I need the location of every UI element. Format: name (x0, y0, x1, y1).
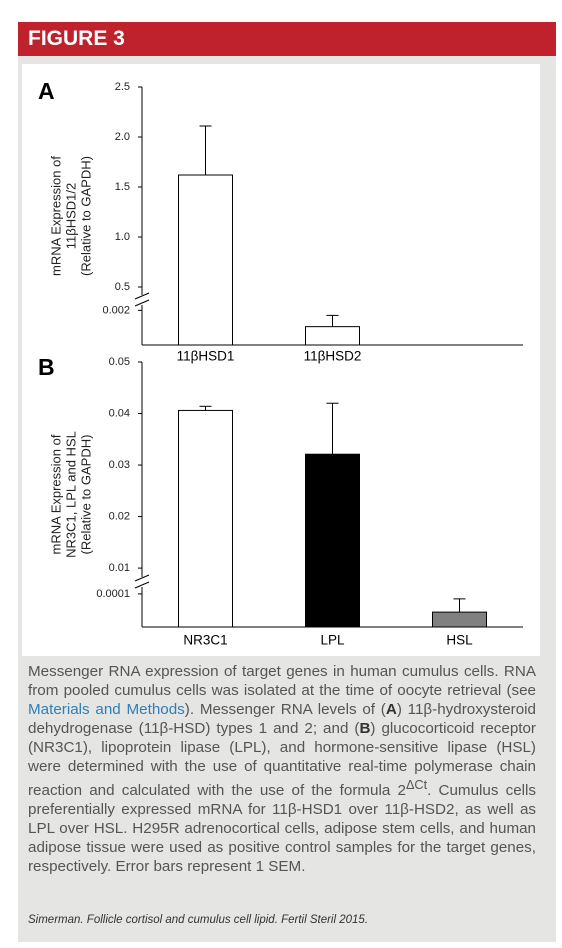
caption-superscript: ΔCt (405, 778, 428, 792)
caption-text: ). Messenger RNA levels of ( (184, 701, 386, 718)
figure-header: FIGURE 3 (18, 22, 556, 56)
y-tick-label: 2.0 (115, 131, 130, 143)
y-tick-label: 0.04 (109, 407, 130, 419)
y-tick-label: 0.05 (109, 356, 130, 368)
error-bar (326, 402, 339, 455)
x-tick-label: HSL (446, 633, 473, 648)
caption-link[interactable]: Materials and Methods (28, 701, 185, 718)
caption-text: Messenger RNA expression of target genes… (28, 663, 536, 699)
y-tick-label: 0.0001 (96, 588, 130, 600)
y-tick-label: 0.02 (109, 510, 130, 522)
bar (178, 409, 233, 628)
y-axis-title: (Relative to GAPDH) (78, 156, 93, 276)
y-tick-label: 1.0 (115, 231, 130, 243)
bar (305, 326, 360, 346)
plot-background (22, 64, 540, 656)
y-tick-label: 0.5 (115, 281, 130, 293)
error-bar (453, 598, 466, 613)
panel-label: A (38, 78, 55, 104)
y-axis-title: 11βHSD1/2 (63, 183, 78, 250)
y-axis-title: NR3C1, LPL and HSL (63, 431, 78, 558)
bar (305, 453, 360, 628)
y-axis-title: mRNA Expression of (48, 434, 63, 554)
bar (432, 611, 487, 628)
y-axis-title: mRNA Expression of (48, 156, 63, 276)
caption-text: ) glucocorticoid receptor (NR3C1), lipop… (28, 720, 536, 800)
y-axis-title: (Relative to GAPDH) (78, 435, 93, 555)
caption-panel-ref: A (385, 701, 397, 718)
error-bar (326, 314, 339, 327)
error-bar (199, 125, 212, 175)
x-tick-label: 11βHSD2 (304, 349, 362, 364)
y-tick-label: 0.03 (109, 459, 130, 471)
y-tick-label: 0.01 (109, 562, 130, 574)
axis-break (134, 574, 150, 582)
caption-panel-ref: B (359, 720, 371, 737)
axis-break (134, 292, 150, 300)
error-bar (199, 405, 212, 411)
axis-break-gap (139, 295, 145, 305)
axis-break (134, 581, 150, 589)
x-tick-label: 11βHSD1 (177, 349, 235, 364)
caption-text: . Cumulus cells preferentially expressed… (28, 782, 537, 876)
y-tick-label: 0.002 (102, 304, 130, 316)
caption-text: ) 11β-hydroxysteroid dehydrogenase (11β-… (28, 701, 536, 737)
x-tick-label: NR3C1 (183, 633, 227, 648)
bar (178, 174, 233, 346)
axis-break-gap (139, 577, 145, 587)
panel-label: B (38, 354, 55, 380)
x-tick-label: LPL (320, 633, 345, 648)
citation: Simerman. Follicle cortisol and cumulus … (28, 914, 369, 926)
caption: Messenger RNA expression of target genes… (28, 662, 536, 876)
y-tick-label: 2.5 (115, 81, 130, 93)
y-tick-label: 1.5 (115, 181, 130, 193)
axis-break (134, 299, 150, 307)
